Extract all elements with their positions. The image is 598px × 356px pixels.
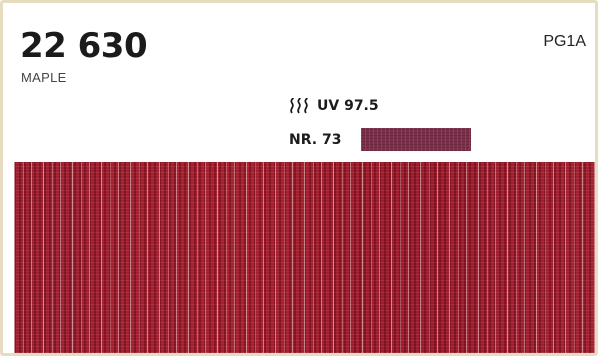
price-group: PG1A (543, 33, 586, 50)
uv-label: UV 97.5 (317, 98, 379, 114)
uv-rating: UV 97.5 (289, 98, 379, 114)
color-reference: NR. 73 (289, 128, 472, 151)
fabric-texture-image (14, 162, 595, 353)
color-swatch (361, 128, 472, 151)
product-code: 22 630 (20, 26, 148, 66)
color-number: NR. 73 (289, 131, 342, 148)
heat-waves-icon (289, 98, 311, 114)
product-name: MAPLE (21, 70, 67, 85)
